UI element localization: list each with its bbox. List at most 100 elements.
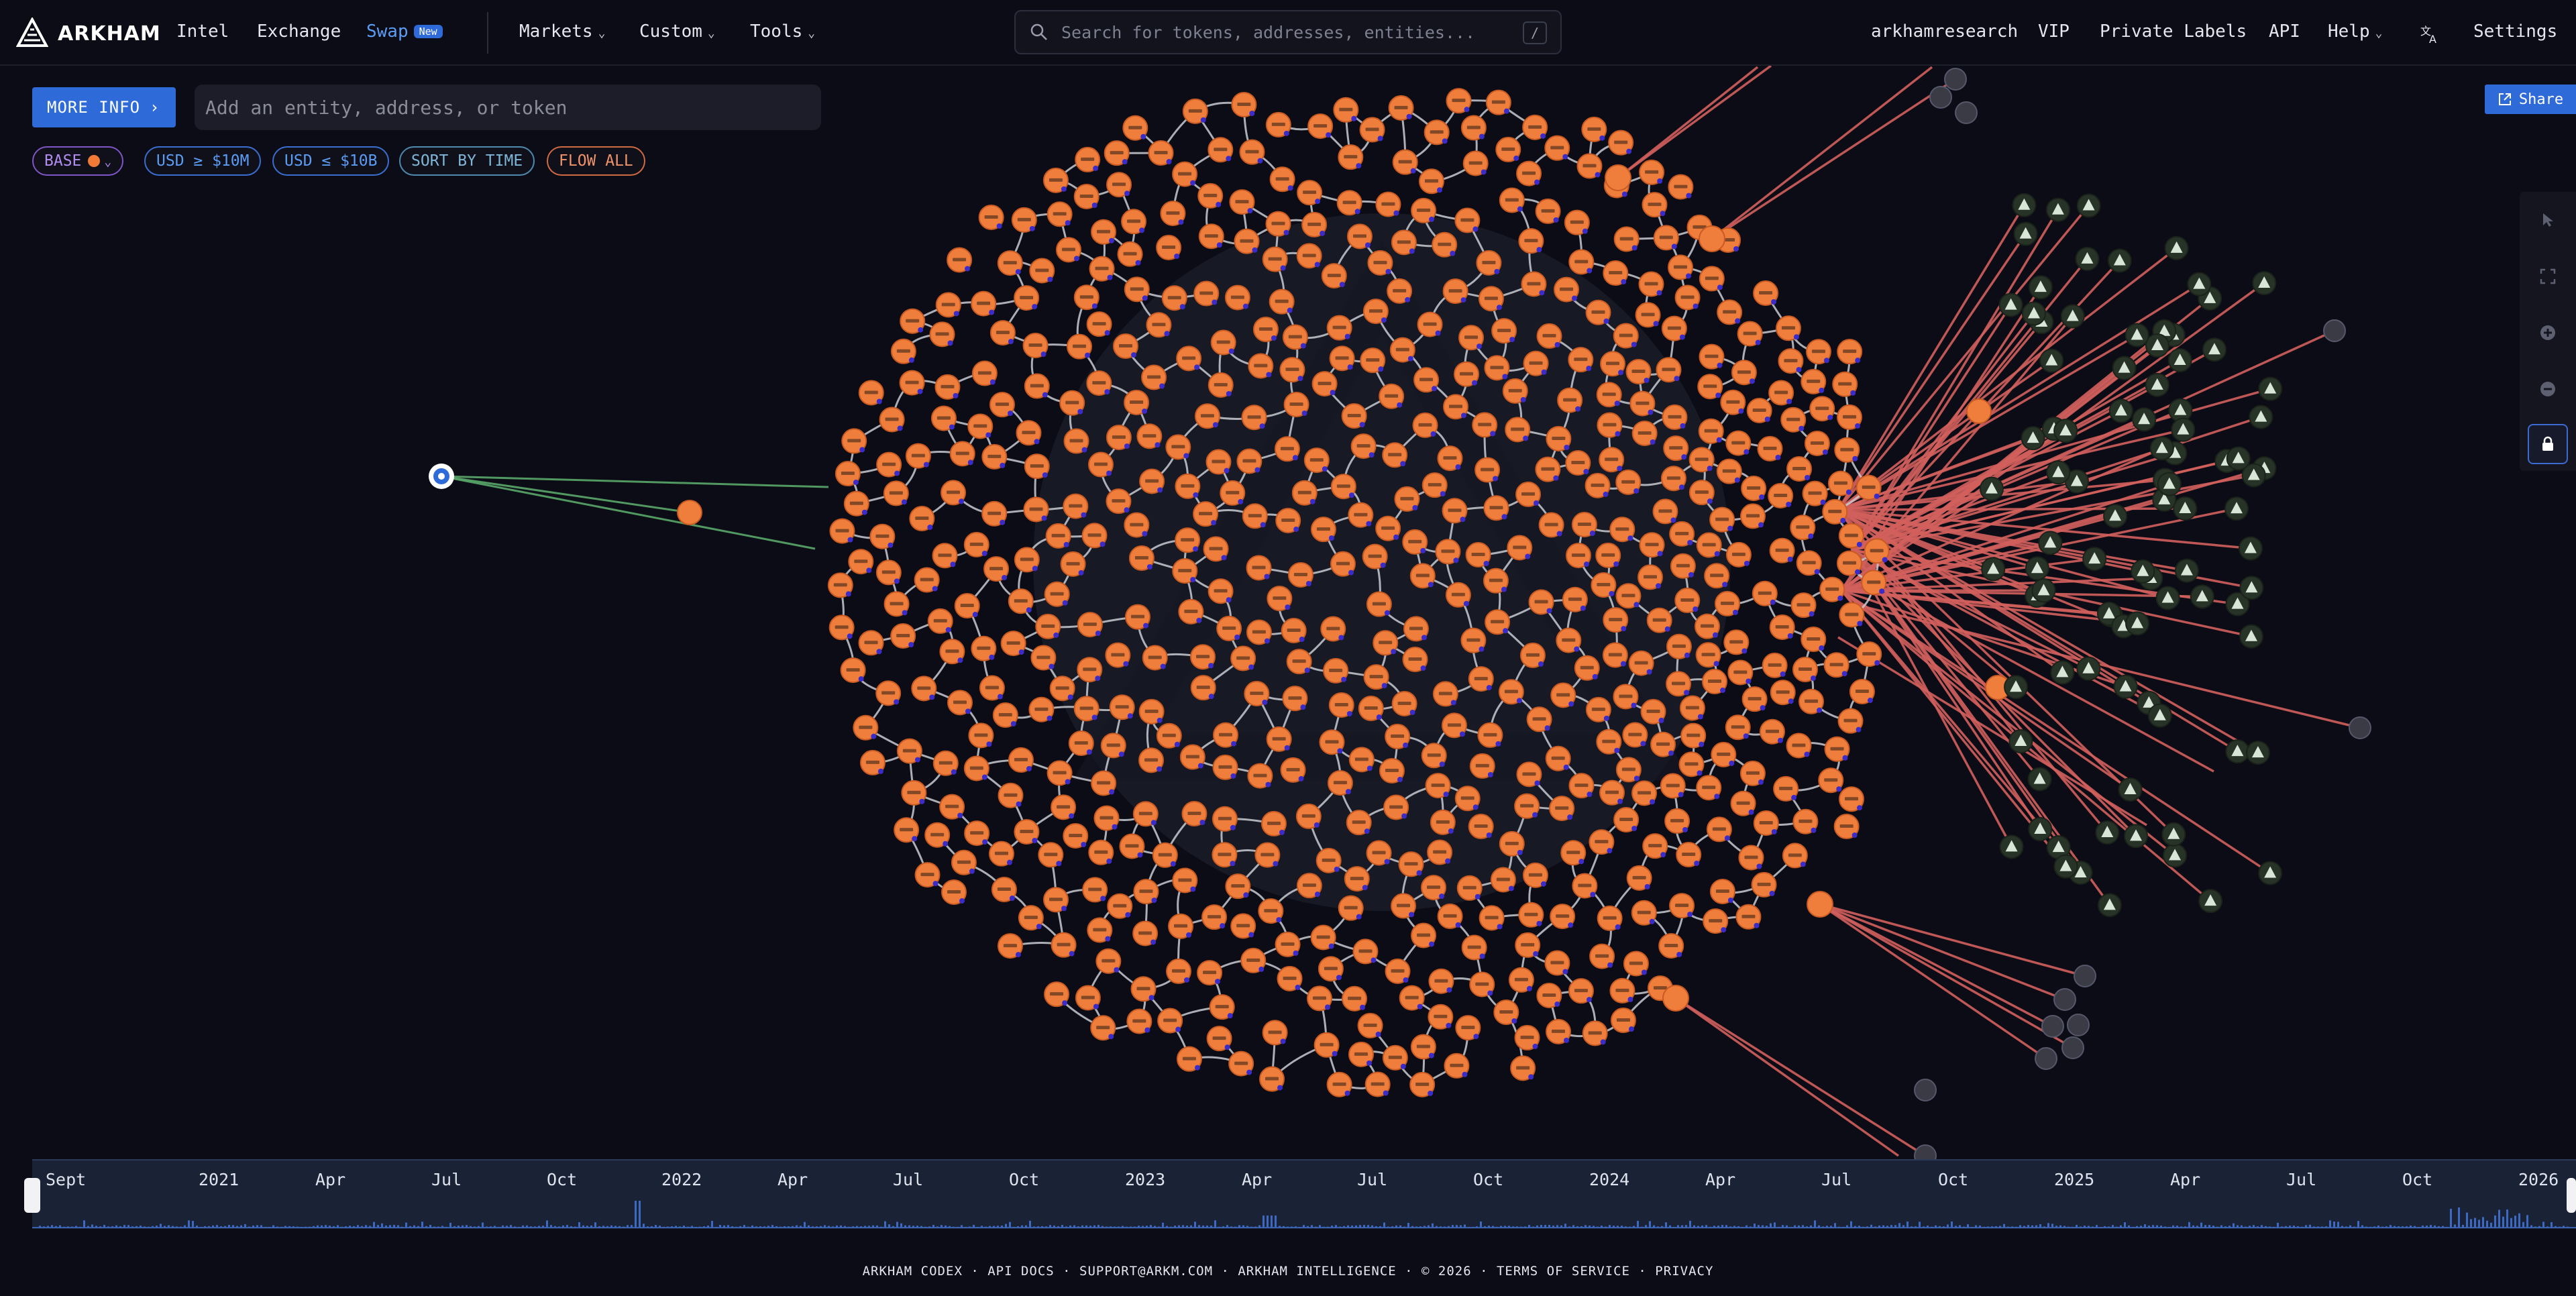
destination-node[interactable] <box>2045 197 2070 222</box>
entity-node-label-mark[interactable] <box>1603 423 1617 427</box>
entity-node-label-mark[interactable] <box>1824 778 1838 782</box>
entity-node-label-mark[interactable] <box>1737 370 1751 374</box>
entity-node-label-mark[interactable] <box>1130 400 1144 404</box>
entity-node-chain-badge[interactable] <box>1440 491 1446 497</box>
entity-node[interactable] <box>1373 630 1399 656</box>
entity-node[interactable] <box>1089 256 1115 282</box>
entity-node-label-mark[interactable] <box>1855 690 1869 694</box>
destination-node[interactable] <box>2226 446 2251 471</box>
entity-node[interactable] <box>1403 616 1429 642</box>
entity-node-chain-badge[interactable] <box>1621 191 1627 197</box>
entity-node[interactable] <box>1465 541 1491 568</box>
entity-node-label-mark[interactable] <box>1757 882 1771 886</box>
entity-node-chain-badge[interactable] <box>1539 290 1545 296</box>
entity-node-label-mark[interactable] <box>1798 667 1812 671</box>
entity-node-label-mark[interactable] <box>1301 814 1316 818</box>
entity-node-label-mark[interactable] <box>1318 382 1332 386</box>
entity-node-label-mark[interactable] <box>1591 707 1605 711</box>
arkham-triangle-icon[interactable] <box>2005 840 2018 852</box>
entity-node[interactable] <box>1000 631 1026 657</box>
entity-node[interactable] <box>899 370 925 396</box>
entity-node-label-mark[interactable] <box>1344 906 1358 910</box>
entity-node[interactable] <box>853 714 879 741</box>
entity-node-chain-badge[interactable] <box>1717 284 1723 290</box>
entity-node[interactable] <box>1664 808 1690 834</box>
entity-node[interactable] <box>1296 243 1322 269</box>
entity-node-chain-badge[interactable] <box>949 424 955 430</box>
entity-node[interactable] <box>1090 1015 1116 1041</box>
entity-node[interactable] <box>1445 582 1471 608</box>
entity-node[interactable] <box>1714 590 1740 616</box>
arkham-triangle-icon[interactable] <box>2088 552 2101 564</box>
entity-node[interactable] <box>1639 532 1665 558</box>
entity-node-label-mark[interactable] <box>1645 543 1659 547</box>
entity-node-chain-badge[interactable] <box>1137 852 1143 858</box>
entity-node-chain-badge[interactable] <box>1472 380 1478 386</box>
entity-node-label-mark[interactable] <box>1588 1031 1602 1035</box>
entity-node-chain-badge[interactable] <box>1124 191 1130 197</box>
entity-node[interactable] <box>1282 324 1308 350</box>
entity-node[interactable] <box>1244 680 1270 706</box>
nav-help[interactable]: Help ⌄ <box>2328 21 2382 42</box>
entity-node[interactable] <box>1562 586 1588 612</box>
entity-node-chain-badge[interactable] <box>1640 741 1646 747</box>
destination-node[interactable] <box>2038 531 2063 555</box>
entity-node-label-mark[interactable] <box>1652 618 1666 622</box>
entity-node-chain-badge[interactable] <box>989 379 996 385</box>
entity-node-label-mark[interactable] <box>1485 916 1499 920</box>
entity-node-chain-badge[interactable] <box>1460 517 1466 523</box>
timeline-scrubber[interactable]: Sept 2021 Apr Jul Oct 2022 Apr Jul Oct 2023 Apr Jul… <box>32 1159 2576 1229</box>
entity-node-chain-badge[interactable] <box>1105 936 1111 942</box>
entity-node-label-mark[interactable] <box>957 860 971 864</box>
entity-node-chain-badge[interactable] <box>1224 468 1230 474</box>
entity-node-label-mark[interactable] <box>1364 706 1378 710</box>
entity-node-chain-badge[interactable] <box>1293 526 1299 532</box>
entity-node-label-mark[interactable] <box>1550 961 1564 965</box>
entity-node-chain-badge[interactable] <box>1393 210 1399 216</box>
entity-node-chain-badge[interactable] <box>1062 600 1068 606</box>
entity-node-chain-badge[interactable] <box>1687 912 1693 918</box>
entity-node-label-mark[interactable] <box>1774 390 1788 394</box>
entity-node-chain-badge[interactable] <box>1540 881 1546 887</box>
entity-node[interactable] <box>1425 773 1451 799</box>
entity-node[interactable] <box>941 879 967 905</box>
entity-node[interactable] <box>989 392 1015 418</box>
entity-node-chain-badge[interactable] <box>1069 813 1075 819</box>
entity-node-chain-badge[interactable] <box>1264 574 1270 580</box>
entity-node-chain-badge[interactable] <box>1842 755 1848 761</box>
entity-node-chain-badge[interactable] <box>1170 861 1176 867</box>
entity-node-chain-badge[interactable] <box>1139 227 1145 233</box>
entity-node-chain-badge[interactable] <box>917 388 923 394</box>
entity-node-label-mark[interactable] <box>1644 575 1657 579</box>
entity-node-label-mark[interactable] <box>864 390 878 394</box>
entity-node[interactable] <box>1124 512 1150 538</box>
entity-node[interactable] <box>1478 286 1504 312</box>
entity-node-chain-badge[interactable] <box>1069 951 1075 957</box>
entity-node-label-mark[interactable] <box>1268 1030 1282 1034</box>
entity-node[interactable] <box>1799 688 1825 714</box>
entity-node[interactable] <box>1323 657 1349 684</box>
entity-node[interactable] <box>1805 339 1831 365</box>
base-filter-chip[interactable]: BASE ⌄ <box>32 146 124 176</box>
entity-node-label-mark[interactable] <box>1521 942 1535 947</box>
entity-node-label-mark[interactable] <box>1443 914 1457 918</box>
entity-node-label-mark[interactable] <box>1003 261 1017 265</box>
entity-node-chain-badge[interactable] <box>1337 748 1343 754</box>
entity-node-chain-badge[interactable] <box>1301 411 1307 417</box>
entity-node[interactable] <box>1514 793 1540 819</box>
entity-node[interactable] <box>1362 543 1388 570</box>
entity-node-chain-badge[interactable] <box>1486 685 1492 691</box>
entity-node[interactable] <box>1409 1071 1436 1097</box>
arkham-triangle-icon[interactable] <box>2151 378 2163 390</box>
entity-node-chain-badge[interactable] <box>1046 715 1053 721</box>
entity-node-chain-badge[interactable] <box>1109 789 1115 795</box>
entity-node[interactable] <box>1585 696 1611 722</box>
entity-node-chain-badge[interactable] <box>1727 897 1733 903</box>
entity-node-chain-badge[interactable] <box>1257 158 1263 164</box>
entity-node-label-mark[interactable] <box>1591 310 1605 314</box>
entity-node-chain-badge[interactable] <box>1420 547 1426 553</box>
entity-node-label-mark[interactable] <box>997 887 1011 892</box>
entity-node-label-mark[interactable] <box>1541 209 1555 213</box>
entity-node-chain-badge[interactable] <box>1487 990 1493 996</box>
entity-node-chain-badge[interactable] <box>1460 297 1466 303</box>
